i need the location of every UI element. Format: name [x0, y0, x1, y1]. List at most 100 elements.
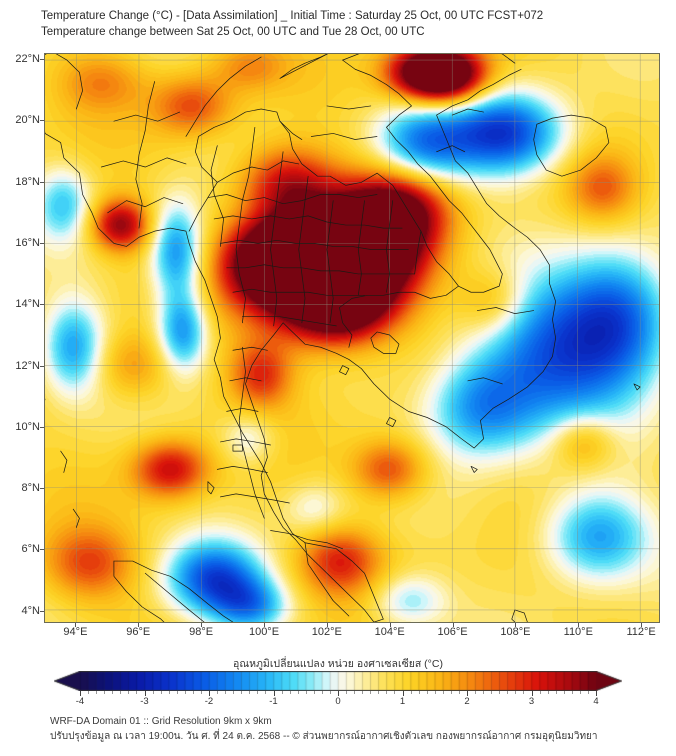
colorbar-minor-tick [547, 691, 549, 694]
colorbar-block: อุณหภูมิเปลี่ยนแปลง หน่วย องศาเซลเซียส (… [32, 655, 644, 707]
y-axis-tick-label: 4°N [21, 604, 40, 617]
y-axis-tick [40, 120, 44, 122]
x-axis-tick [515, 623, 517, 627]
colorbar-minor-tick [241, 691, 243, 694]
colorbar-title: อุณหภูมิเปลี่ยนแปลง หน่วย องศาเซลเซียส (… [233, 658, 443, 670]
colorbar-tick-label: -4 [75, 696, 85, 707]
colorbar-minor-tick [426, 691, 428, 694]
colorbar-minor-tick [88, 691, 90, 694]
colorbar-tick-label: -3 [140, 696, 149, 707]
footer-block: WRF-DA Domain 01 :: Grid Resolution 9km … [50, 714, 670, 744]
colorbar-minor-tick [152, 691, 154, 694]
temperature-anomaly-field [45, 54, 659, 622]
x-axis-labels: 94°E 96°E 98°E 100°E 102°E 104°E 106°E 108°E 110… [44, 626, 660, 646]
colorbar-minor-tick [354, 691, 356, 694]
y-axis-tick-label: 6°N [21, 543, 40, 556]
colorbar-minor-tick [499, 691, 501, 694]
colorbar-minor-tick [136, 691, 138, 694]
colorbar-minor-tick [386, 691, 388, 694]
y-axis-tick-label: 14°N [15, 298, 40, 311]
colorbar-minor-tick [305, 691, 307, 694]
x-axis-ticks [44, 623, 660, 628]
colorbar-minor-tick [450, 691, 452, 694]
colorbar-minor-tick [313, 691, 315, 694]
anomaly-canvas [45, 54, 659, 622]
y-axis-tick-label: 16°N [15, 237, 40, 249]
colorbar-minor-tick [217, 691, 219, 694]
colorbar-major-tick [467, 691, 468, 696]
colorbar-minor-tick [200, 691, 202, 694]
colorbar-major-tick [338, 691, 339, 696]
colorbar-minor-tick [329, 691, 331, 694]
colorbar-major-tick [209, 691, 210, 696]
colorbar-minor-tick [265, 691, 267, 694]
colorbar-minor-tick [434, 691, 436, 694]
y-axis-tick [40, 181, 44, 183]
y-axis-tick-label: 22°N [15, 53, 40, 66]
map-plot-area [44, 53, 660, 623]
x-axis-tick [641, 623, 643, 627]
colorbar-tick-label: 2 [464, 696, 470, 707]
colorbar-minor-tick [458, 691, 460, 694]
y-axis-tick [40, 488, 44, 490]
x-axis-tick-label: 104°E [374, 626, 405, 638]
chart-title-line2: Temperature change between Sat 25 Oct, 0… [41, 26, 425, 38]
x-axis-tick [75, 623, 77, 627]
colorbar-minor-tick [523, 691, 525, 694]
colorbar-minor-tick [176, 691, 178, 694]
colorbar-minor-tick [418, 691, 420, 694]
colorbar-minor-tick [362, 691, 364, 694]
x-axis-tick-label: 110°E [563, 626, 593, 638]
colorbar-canvas [54, 671, 622, 691]
y-axis-labels: 4°N 6°N 8°N 10°N 12°N 14°N 16°N 18°N 20°N 22°N [0, 53, 40, 623]
colorbar-tick-label: -1 [269, 696, 278, 707]
colorbar-minor-tick [442, 691, 444, 694]
colorbar-minor-tick [112, 691, 114, 694]
colorbar-minor-tick [249, 691, 251, 694]
colorbar-minor-tick [515, 691, 517, 694]
y-axis-tick [40, 549, 44, 551]
colorbar-minor-tick [160, 691, 162, 694]
x-axis-tick-label: 108°E [500, 626, 531, 638]
y-axis-tick-label: 20°N [15, 114, 40, 127]
x-axis-tick-label: 106°E [437, 626, 468, 638]
colorbar-minor-tick [370, 691, 372, 694]
colorbar-minor-tick [104, 691, 106, 694]
colorbar-minor-tick [587, 691, 589, 694]
footer-line-credit: ปรับปรุงข้อมูล ณ เวลา 19:00น. วัน ศ. ที่… [50, 731, 598, 742]
colorbar-minor-tick [475, 691, 477, 694]
chart-title-block: Temperature Change (°C) - [Data Assimila… [41, 8, 661, 40]
y-axis-tick [40, 426, 44, 428]
x-axis-tick [578, 623, 580, 627]
y-axis-tick-label: 12°N [15, 359, 40, 372]
colorbar-minor-tick [483, 691, 485, 694]
colorbar-minor-tick [96, 691, 98, 694]
colorbar-major-tick [80, 691, 81, 696]
colorbar-minor-tick [410, 691, 412, 694]
colorbar-minor-tick [289, 691, 291, 694]
y-axis-tick-label: 18°N [15, 175, 40, 188]
y-axis-tick [40, 610, 44, 612]
x-axis-tick [452, 623, 454, 627]
colorbar-major-tick [596, 691, 597, 696]
colorbar-minor-tick [378, 691, 380, 694]
x-axis-tick [264, 623, 265, 627]
x-axis-tick-label: 102°E [311, 626, 342, 638]
colorbar-major-tick [273, 691, 275, 696]
x-axis-tick-label: 112°E [626, 626, 656, 638]
colorbar-minor-tick [257, 691, 259, 694]
colorbar-tick-label: 3 [528, 696, 535, 707]
colorbar-minor-tick [225, 691, 227, 694]
colorbar-minor-tick [539, 691, 541, 694]
colorbar-minor-tick [192, 691, 194, 694]
x-axis-tick-label: 100°E [248, 626, 280, 638]
colorbar-tick-label: 1 [399, 696, 406, 707]
colorbar [54, 671, 622, 691]
y-axis-tick [40, 365, 44, 367]
colorbar-minor-tick [491, 691, 493, 694]
colorbar-minor-tick [555, 691, 557, 694]
colorbar-minor-tick [563, 691, 565, 694]
colorbar-minor-tick [128, 691, 130, 694]
colorbar-tick-label: -2 [204, 696, 214, 707]
